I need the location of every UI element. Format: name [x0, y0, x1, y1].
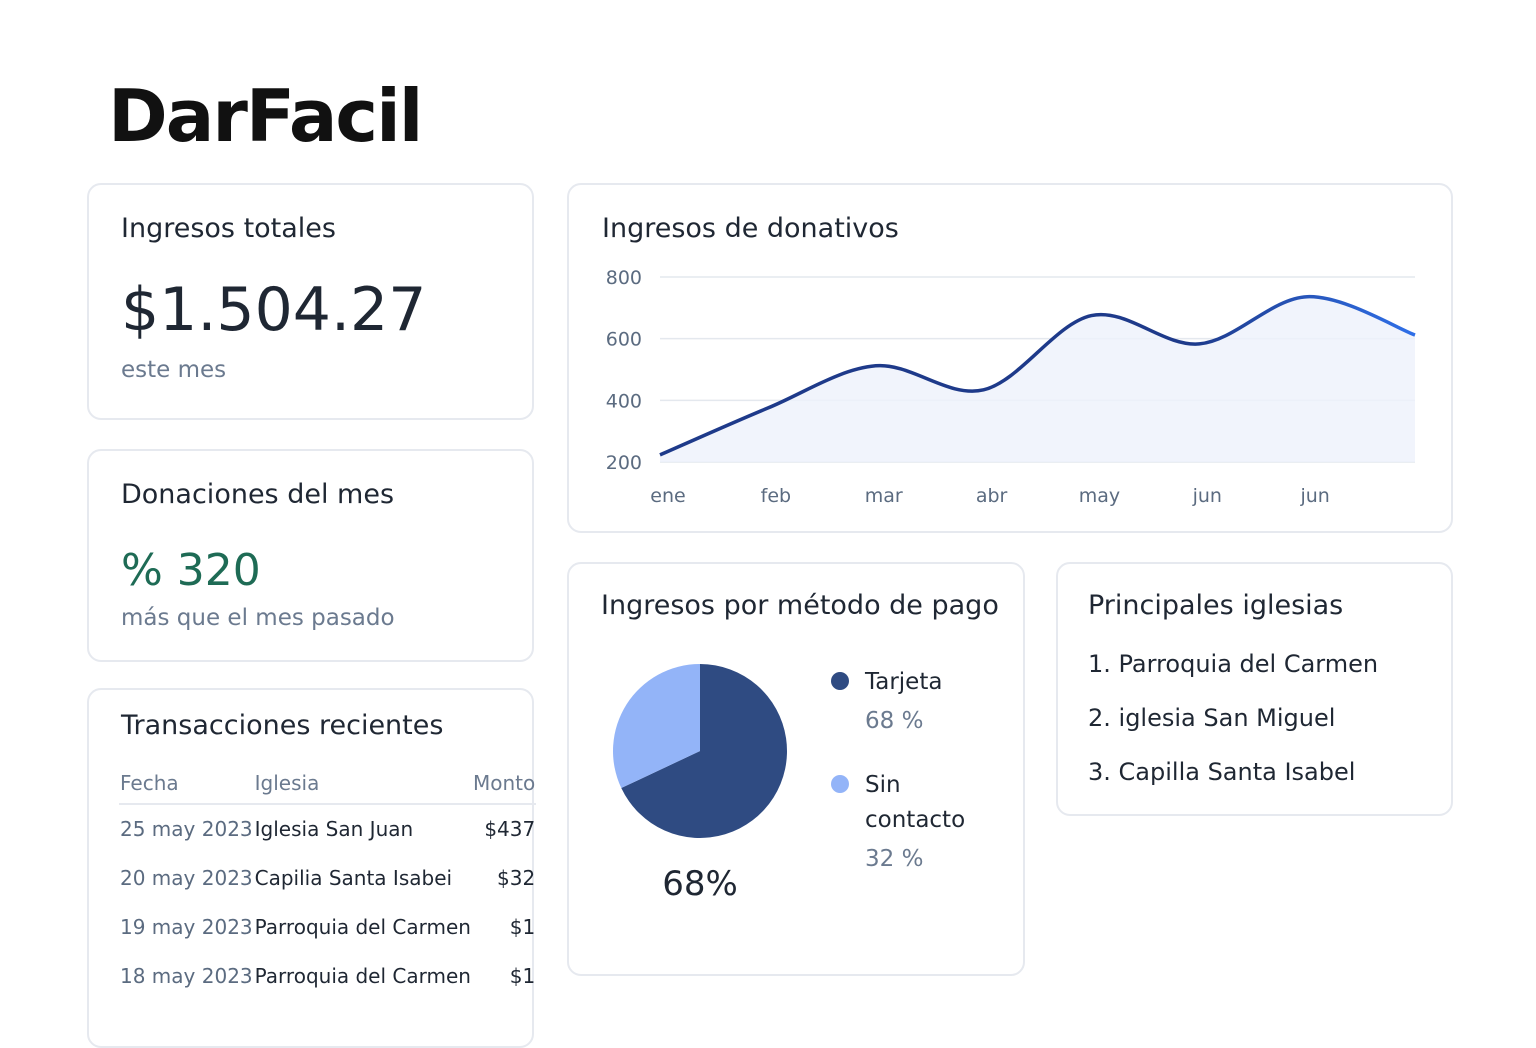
column-header: Iglesia: [254, 770, 320, 795]
line-card: Ingresos de donativos: [567, 183, 1453, 533]
transaction-row: 19 may 2023 Parroquia del Carmen $1: [119, 902, 536, 951]
donations-card: Donaciones del mes % 320 más que el mes …: [87, 449, 534, 662]
cell: Capilia Santa Isabei: [254, 865, 453, 890]
cell: $1: [509, 963, 536, 988]
card-note: más que el mes pasado: [121, 605, 395, 631]
pie-card: Ingresos por método de pago: [567, 562, 1025, 976]
logo: DarFacil: [108, 74, 423, 158]
card-title: Principales iglesias: [1088, 590, 1344, 621]
transactions-table: Fecha Iglesia Monto 25 may 2023 Iglesia S…: [119, 762, 537, 1000]
church-item: 1. Parroquia del Carmen: [1088, 650, 1379, 678]
transaction-row: 25 may 2023 Iglesia San Juan $437: [119, 804, 536, 853]
cell: $32: [497, 865, 536, 890]
column-header: Monto: [472, 770, 536, 795]
cell: 25 may 2023: [120, 817, 253, 841]
cell: Parroquia del Carmen: [254, 914, 471, 939]
cell: Iglesia San Juan: [254, 817, 414, 841]
card-title: Ingresos totales: [121, 213, 336, 244]
column-header: Fecha: [120, 770, 179, 795]
total-value: $1.504.27: [121, 275, 427, 345]
transaction-row: 20 may 2023 Capilia Santa Isabei $32: [119, 853, 536, 902]
cell: 18 may 2023: [120, 963, 253, 988]
church-item: 2. iglesia San Miguel: [1088, 704, 1336, 732]
card-title: Transacciones recientes: [121, 710, 444, 741]
donations-value: % 320: [121, 545, 261, 596]
card-title: Donaciones del mes: [121, 479, 395, 510]
churches-card: Principales iglesias 1. Parroquia del Ca…: [1056, 562, 1453, 816]
card-title: Ingresos por método de pago: [601, 590, 999, 621]
transaction-row: 18 may 2023 Parroquia del Carmen $1: [119, 951, 536, 1000]
cell: Parroquia del Carmen: [254, 963, 471, 988]
cell: $1: [509, 914, 536, 939]
card-note: este mes: [121, 357, 227, 383]
card-title: Ingresos de donativos: [602, 213, 899, 244]
total-card: Ingresos totales $1.504.27 este mes: [87, 183, 534, 420]
cell: 20 may 2023: [120, 865, 253, 890]
cell: 19 may 2023: [120, 914, 253, 939]
cell: $437: [484, 817, 536, 841]
church-item: 3. Capilla Santa Isabel: [1088, 758, 1356, 786]
transactions-card: Transacciones recientes Fecha Iglesia Mo…: [87, 688, 537, 1048]
dashboard: DarFacil Ingresos totales $1.504.27 este…: [87, 74, 1453, 1048]
